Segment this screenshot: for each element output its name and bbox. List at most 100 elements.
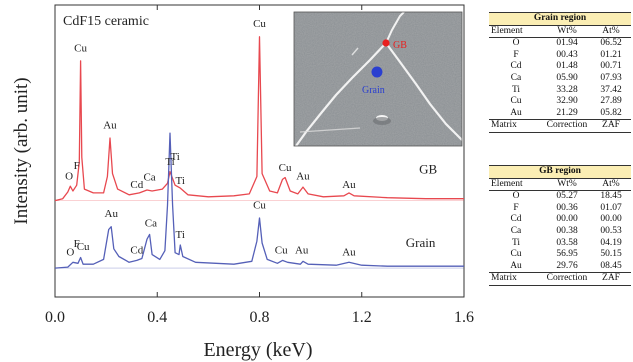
table-cell-wt: 33.28 [556,84,578,95]
table-row: O 01.94 06.52 [489,38,631,50]
peak-annotations: OFCuAuCdCaTiTiCuCuAuAuOFCuAuCdCaTiTiCuCu… [65,18,356,258]
series-line-gb [54,36,464,202]
table-row: Cd 01.48 00.71 [489,61,631,73]
x-tick-label: 1.6 [454,309,474,326]
table-header-element: Element [489,178,543,192]
peak-label: Au [342,247,356,259]
table-footer-zaf: ZAF [591,272,631,286]
table-cell-at: 01.21 [600,49,622,60]
table-footer-correction: Correction [543,119,591,133]
x-tick-label: 0.4 [147,309,167,326]
table-cell-wt: 03.58 [556,237,578,248]
peak-label: Au [103,119,117,131]
gb-region-table: GB region Element Wt% At% O 05.27 18.45 F 00… [489,165,631,286]
table-row: F 00.36 01.07 [489,203,631,215]
chart-title: CdF15 ceramic [63,14,149,29]
peak-label: Ca [143,171,155,183]
x-axis-ticks: 0.0 0.4 0.8 1.2 1.6 [45,5,474,326]
table-cell-at: 01.07 [600,202,622,213]
table-row: Cd 00.00 00.00 [489,214,631,226]
peak-label: Au [295,245,309,257]
table-cell-wt: 05.27 [556,191,578,202]
table-footer-matrix: Matrix [489,119,543,133]
peak-label: Au [342,179,356,191]
table-cell-wt: 05.90 [556,72,578,83]
table-cell-wt: 21.29 [556,107,578,118]
table-footer-zaf: ZAF [591,119,631,133]
table-cell-element: O [512,38,520,49]
table-caption: Grain region [489,12,631,26]
table-cell-wt: 32.90 [556,96,578,107]
table-cell-element: Cu [510,96,522,107]
x-tick-label: 1.2 [352,309,372,326]
peak-label: Ti [170,151,179,163]
eds-spectrum-figure: CdF15 ceramic Intensity (arb. unit) Ener… [11,4,474,361]
spectrum-series [54,36,464,269]
table-cell-element: Cd [510,214,522,225]
table-row: Ca 00.38 00.53 [489,226,631,238]
peak-label: Ti [165,156,174,168]
table-cell-wt: 29.76 [556,260,578,271]
x-tick-label: 0.0 [45,309,65,326]
table-row: Cu 56.95 50.15 [489,249,631,261]
peak-label: Au [105,208,119,220]
peak-label: Cd [130,245,143,257]
table-cell-at: 08.45 [600,260,622,271]
y-axis-label: Intensity (arb. unit) [11,77,32,224]
peak-label: Cd [130,179,143,191]
peak-label: Au [296,170,310,182]
table-cell-wt: 00.00 [556,214,578,225]
table-row: Cu 32.90 27.89 [489,96,631,108]
sem-inset: GB Grain [293,11,463,147]
table-cell-at: 00.00 [600,214,622,225]
table-cell-at: 05.82 [600,107,622,118]
peak-label: Cu [279,162,292,174]
peak-label: Cu [253,18,266,30]
table-row: Ti 33.28 37.42 [489,85,631,97]
peak-label: F [74,238,80,250]
peak-label: Ti [176,229,185,241]
table-cell-element: Ti [511,84,521,95]
table-header-element: Element [489,25,543,39]
table-cell-element: Ti [511,237,521,248]
series-labels: GB Grain [406,162,438,250]
peak-label: Ti [176,175,185,187]
series-line-grain [54,132,464,269]
series-label: GB [419,162,437,177]
grain-boundary-line [385,42,462,141]
table-cell-element: O [512,191,520,202]
peak-label: Ca [145,218,157,230]
series-label: Grain [406,235,436,250]
table-cell-wt: 01.94 [556,38,578,49]
peak-label: Cu [253,199,266,211]
table-row: Au 21.29 05.82 [489,108,631,120]
peak-label: F [74,160,80,172]
grain-boundary-line [385,12,405,44]
table-cell-at: 00.53 [600,225,622,236]
peak-label: Cu [77,241,90,253]
table-cell-at: 04.19 [600,237,622,248]
table-cell-wt: 00.38 [556,225,578,236]
table-cell-wt: 01.48 [556,61,578,72]
x-tick-label: 0.8 [250,309,270,326]
table-row: Au 29.76 08.45 [489,261,631,273]
table-cell-element: Cu [510,249,522,260]
x-axis-label: Energy (keV) [203,339,312,361]
table-cell-wt: 00.43 [556,49,578,60]
table-row: O 05.27 18.45 [489,191,631,203]
table-header-wt: Wt% [543,178,591,192]
table-cell-element: Ca [510,225,522,236]
grain-region-table: Grain region Element Wt% At% O 01.94 06.52… [489,12,631,133]
table-cell-element: Au [510,260,522,271]
table-footer-matrix: Matrix [489,272,543,286]
table-cell-element: Ca [510,72,522,83]
table-cell-at: 18.45 [600,191,622,202]
table-row: Ca 05.90 07.93 [489,73,631,85]
grain-marker-dot [371,66,383,78]
peak-label: Cu [275,245,288,257]
peak-label: O [66,247,74,259]
peak-label: Cu [74,42,87,54]
gb-marker-label: GB [393,40,407,51]
table-header-wt: Wt% [543,25,591,39]
table-row: F 00.43 01.21 [489,50,631,62]
